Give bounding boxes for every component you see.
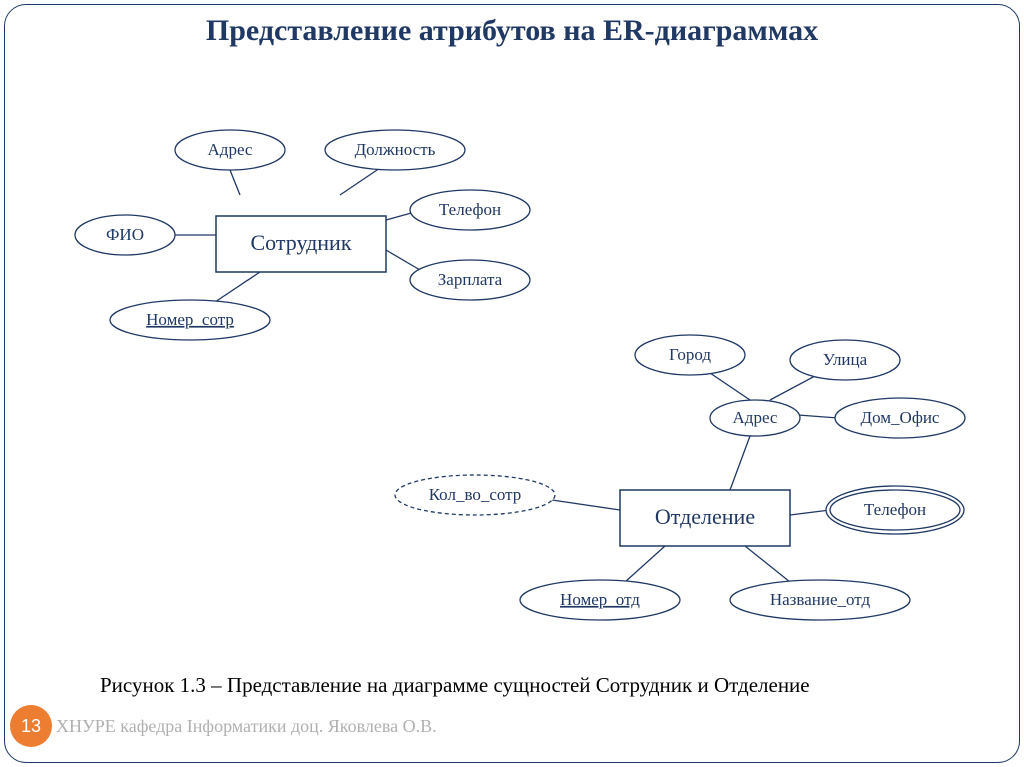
attr-label-dep-count: Кол_во_сотр xyxy=(429,485,522,504)
attr-label-dep-phone: Телефон xyxy=(864,500,926,519)
entity-label-employee: Сотрудник xyxy=(250,230,351,255)
edge-emp-addr xyxy=(230,170,240,195)
edge-emp-post xyxy=(340,168,380,195)
edge-dep-name xyxy=(745,546,790,582)
attr-label-dep-num: Номер_отд xyxy=(560,590,640,609)
page-number: 13 xyxy=(21,716,41,737)
edge-dep-count xyxy=(552,500,620,510)
edge-dep-street xyxy=(770,376,815,400)
edge-dep-city xyxy=(710,373,750,400)
edge-dep-addr-attr xyxy=(730,436,750,490)
edge-emp-salary xyxy=(386,250,420,270)
edge-emp-num xyxy=(215,272,260,302)
attr-label-emp-salary: Зарплата xyxy=(438,270,503,289)
edge-dep-house xyxy=(798,415,838,418)
attr-label-dep-addr-attr: Адрес xyxy=(733,408,778,427)
attr-label-emp-fio: ФИО xyxy=(106,225,144,244)
attr-label-emp-post: Должность xyxy=(355,140,436,159)
edge-dep-num xyxy=(625,546,665,582)
attr-label-dep-street: Улица xyxy=(823,350,868,369)
figure-caption: Рисунок 1.3 – Представление на диаграмме… xyxy=(100,672,920,699)
footer-text: ХНУРЕ кафедра Інформатики доц. Яковлева … xyxy=(56,716,437,737)
attr-label-dep-house: Дом_Офис xyxy=(861,408,940,427)
attr-label-dep-name: Название_отд xyxy=(770,590,871,609)
entity-label-department: Отделение xyxy=(655,504,755,529)
attr-label-emp-num: Номер_сотр xyxy=(146,310,234,329)
edge-dep-phone xyxy=(790,510,830,515)
er-diagram-svg: Сотрудник Отделение Адрес Должность Телефон З… xyxy=(0,0,1024,767)
attr-label-emp-phone: Телефон xyxy=(439,200,501,219)
page-number-badge: 13 xyxy=(10,705,52,747)
attr-label-dep-city: Город xyxy=(669,345,711,364)
attr-label-emp-addr: Адрес xyxy=(208,140,253,159)
